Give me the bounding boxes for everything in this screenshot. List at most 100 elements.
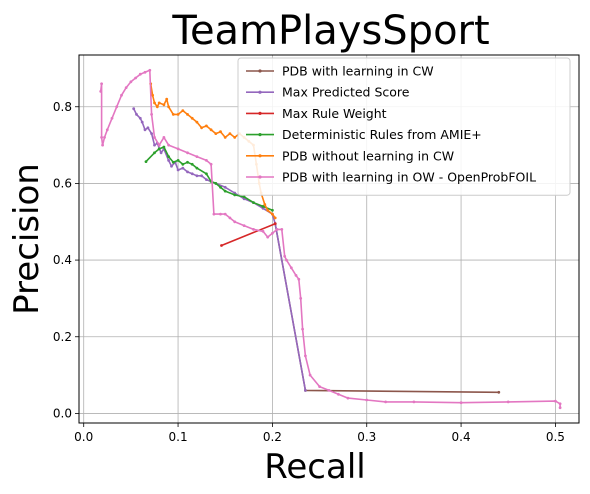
data-point — [459, 401, 463, 405]
data-point — [165, 97, 169, 101]
data-point — [195, 174, 199, 178]
data-point — [233, 220, 237, 224]
series-line — [99, 69, 561, 408]
data-point — [190, 172, 194, 176]
legend-marker — [258, 154, 262, 158]
data-point — [140, 120, 144, 124]
data-point — [200, 174, 204, 178]
data-point — [181, 109, 185, 112]
data-point — [171, 160, 175, 164]
data-point — [346, 396, 350, 400]
data-point — [190, 116, 194, 120]
data-point — [554, 399, 557, 403]
data-point — [181, 166, 185, 170]
data-point — [308, 373, 312, 377]
legend-marker — [258, 90, 262, 94]
data-point — [195, 166, 199, 170]
data-point — [219, 212, 222, 216]
y-tick-label: 0.8 — [53, 100, 72, 114]
data-point — [205, 124, 208, 128]
data-point — [146, 126, 150, 130]
data-point — [228, 132, 232, 136]
data-point — [120, 93, 123, 97]
data-point — [365, 398, 369, 402]
data-point — [271, 212, 274, 216]
data-point — [271, 208, 274, 212]
data-point — [304, 389, 307, 392]
data-point — [153, 151, 156, 155]
data-point — [497, 390, 501, 394]
series-lines — [99, 68, 562, 410]
data-point — [242, 195, 246, 199]
data-point — [186, 151, 189, 155]
data-point — [103, 136, 106, 139]
data-point — [148, 68, 152, 72]
data-point — [171, 113, 175, 116]
legend-entry: Deterministic Rules from AMIE+ — [246, 127, 482, 142]
data-point — [263, 203, 267, 206]
data-point — [223, 212, 227, 216]
data-point — [181, 162, 185, 166]
data-point — [242, 224, 246, 228]
data-point — [252, 228, 255, 231]
data-point — [261, 205, 265, 208]
data-point — [558, 406, 562, 410]
data-point — [138, 72, 142, 76]
data-point — [195, 120, 199, 124]
data-point — [176, 147, 180, 151]
data-point — [209, 128, 213, 132]
data-point — [143, 70, 147, 74]
data-point — [252, 201, 255, 205]
data-point — [155, 105, 159, 109]
data-point — [205, 159, 208, 162]
data-point — [129, 80, 133, 84]
data-point — [228, 216, 232, 220]
data-point — [159, 151, 163, 155]
data-point — [214, 182, 218, 185]
x-tick-label: 0.0 — [74, 430, 93, 444]
data-point — [153, 136, 156, 139]
data-point — [162, 103, 166, 107]
data-point — [223, 185, 227, 189]
x-tick-label: 0.5 — [546, 430, 565, 444]
data-point — [99, 90, 103, 93]
data-point — [297, 277, 301, 281]
legend-label: PDB without learning in CW — [282, 148, 454, 163]
x-tick-label: 0.4 — [452, 430, 471, 444]
data-point — [266, 208, 270, 212]
data-point — [301, 327, 304, 331]
data-point — [167, 155, 171, 159]
data-point — [150, 132, 154, 136]
legend-label: Max Rule Weight — [282, 106, 387, 121]
data-point — [318, 385, 321, 388]
data-point — [219, 185, 222, 189]
data-point — [153, 143, 156, 147]
data-point — [162, 136, 166, 139]
legend-label: PDB with learning in CW — [282, 64, 434, 79]
legend-entry: Max Predicted Score — [246, 85, 410, 100]
data-point — [157, 147, 161, 151]
chart-title: TeamPlaysSport — [171, 8, 489, 54]
data-point — [170, 164, 173, 168]
data-point — [294, 274, 298, 277]
legend: PDB with learning in CW Max Predicted Sco… — [237, 57, 571, 196]
legend-marker — [258, 69, 262, 73]
x-tick-label: 0.3 — [357, 430, 376, 444]
y-tick-label: 0.4 — [53, 253, 72, 267]
data-point — [153, 101, 156, 105]
legend-entry: PDB with learning in OW - OpenProbFOIL — [246, 170, 536, 185]
data-point — [271, 231, 274, 235]
data-point — [100, 136, 103, 139]
legend-marker — [258, 175, 262, 179]
data-point — [101, 143, 104, 147]
x-tick-label: 0.2 — [263, 430, 282, 444]
plot-frame — [78, 54, 580, 424]
data-point — [412, 400, 416, 404]
data-point — [212, 212, 216, 216]
axis-ticks: 0.0 0.1 0.2 0.3 0.4 0.5 0.0 0.2 0.4 0.6 0.8 — [53, 100, 565, 444]
data-point — [144, 160, 148, 164]
data-point — [186, 170, 189, 174]
y-tick-label: 0.2 — [53, 330, 72, 344]
data-point — [289, 266, 293, 270]
